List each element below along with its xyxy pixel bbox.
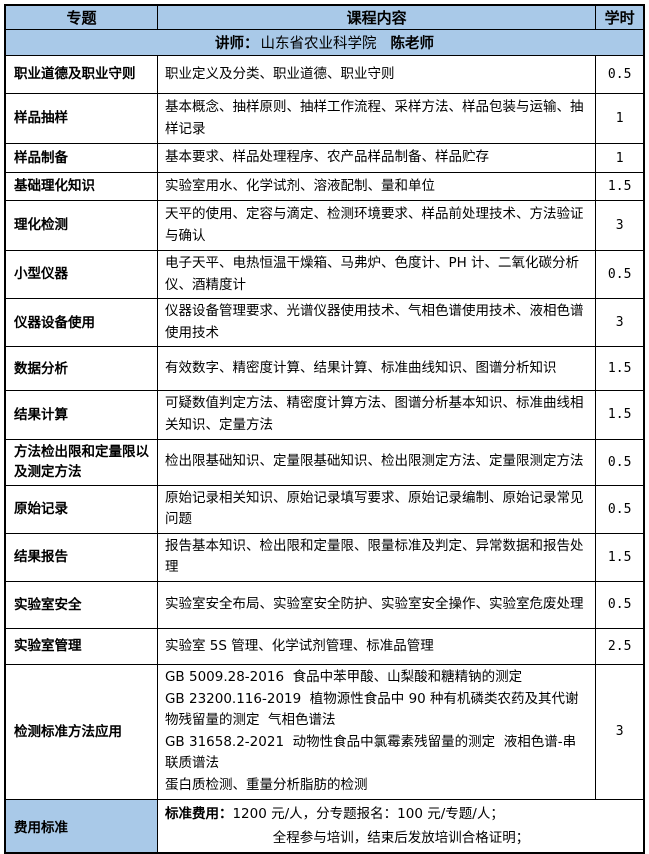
topic-cell: 小型仪器	[4, 249, 158, 300]
hours-cell: 1	[595, 93, 645, 144]
content-cell: 基本要求、样品处理程序、农产品样品制备、样品贮存	[156, 143, 597, 173]
table-header-row: 专题 课程内容 学时	[4, 4, 645, 30]
content-cell: 实验室安全布局、实验室安全防护、实验室安全操作、实验室危废处理	[156, 580, 597, 629]
content-cell: 实验室用水、化学试剂、溶液配制、量和单位	[156, 172, 597, 201]
table-row: 职业道德及职业守则 职业定义及分类、职业道德、职业守则 0.5	[4, 55, 645, 94]
table-row: 仪器设备使用 仪器设备管理要求、光谱仪器使用技术、气相色谱使用技术、液相色谱使用…	[4, 298, 645, 348]
topic-cell: 方法检出限和定量限以及测定方法	[4, 438, 158, 486]
topic-cell: 仪器设备使用	[4, 298, 158, 348]
topic-cell: 样品制备	[4, 143, 158, 173]
hours-cell: 0.5	[595, 438, 645, 486]
fee-line-1: 标准费用：1200 元/人，分专题报名：100 元/专题/人；	[165, 802, 637, 826]
lecturer-label: 讲师：	[215, 36, 259, 52]
hours-cell: 0.5	[595, 580, 645, 629]
fee-label: 标准费用：	[164, 805, 233, 822]
fee-row: 费用标准 标准费用：1200 元/人，分专题报名：100 元/专题/人； 全程参…	[4, 798, 645, 854]
hours-cell: 2.5	[595, 627, 645, 665]
topic-cell: 职业道德及职业守则	[4, 55, 158, 94]
fee-topic-cell: 费用标准	[4, 798, 158, 854]
hours-cell: 1.5	[595, 172, 645, 201]
topic-cell: 实验室管理	[4, 627, 158, 665]
table-row: 原始记录 原始记录相关知识、原始记录填写要求、原始记录编制、原始记录常见问题 0…	[4, 484, 645, 534]
table-row: 结果报告 报告基本知识、检出限和定量限、限量标准及判定、异常数据和报告处理 1.…	[4, 532, 645, 582]
table-row: 样品制备 基本要求、样品处理程序、农产品样品制备、样品贮存 1	[4, 143, 645, 173]
table-row: 理化检测 天平的使用、定容与滴定、检测环境要求、样品前处理技术、方法验证与确认 …	[4, 200, 645, 251]
topic-cell: 原始记录	[4, 484, 158, 534]
table-row: 结果计算 可疑数值判定方法、精密度计算方法、图谱分析基本知识、标准曲线相关知识、…	[4, 390, 645, 440]
hours-cell: 0.5	[595, 484, 645, 534]
standard-method-line: GB 5009.28-2016 食品中苯甲酸、山梨酸和糖精钠的测定	[164, 668, 523, 685]
topic-cell: 样品抽样	[4, 93, 158, 144]
standard-method-line: 蛋白质检测、重量分析脂肪的检测	[164, 776, 368, 793]
topic-cell: 结果报告	[4, 532, 158, 582]
table-row: 样品抽样 基本概念、抽样原则、抽样工作流程、采样方法、样品包装与运输、抽样记录 …	[4, 93, 645, 144]
topic-cell: 理化检测	[4, 200, 158, 251]
hours-cell: 1.5	[595, 390, 645, 440]
fee-line-2: 全程参与培训，结束后发放培训合格证明；	[272, 829, 530, 846]
fee-content-cell: 标准费用：1200 元/人，分专题报名：100 元/专题/人； 全程参与培训，结…	[156, 798, 645, 854]
hours-cell: 3	[595, 663, 645, 800]
hours-cell: 1.5	[595, 532, 645, 582]
content-cell: 实验室 5S 管理、化学试剂管理、标准品管理	[156, 627, 597, 665]
lecturer-name: 陈老师	[390, 36, 435, 52]
table-row: 检测标准方法应用 GB 5009.28-2016 食品中苯甲酸、山梨酸和糖精钠的…	[4, 663, 645, 800]
content-cell: 报告基本知识、检出限和定量限、限量标准及判定、异常数据和报告处理	[156, 532, 597, 582]
content-cell: 仪器设备管理要求、光谱仪器使用技术、气相色谱使用技术、液相色谱使用技术	[156, 298, 597, 348]
content-cell: 基本概念、抽样原则、抽样工作流程、采样方法、样品包装与运输、抽样记录	[156, 93, 597, 144]
content-cell: 职业定义及分类、职业道德、职业守则	[156, 55, 597, 94]
hours-cell: 1	[595, 143, 645, 173]
lecturer-row: 讲师： 山东省农业科学院 陈老师	[4, 29, 645, 56]
lecturer-cell: 讲师： 山东省农业科学院 陈老师	[4, 29, 645, 56]
hours-cell: 3	[595, 200, 645, 251]
topic-cell: 数据分析	[4, 346, 158, 392]
content-cell: 有效数字、精密度计算、结果计算、标准曲线知识、图谱分析知识	[156, 346, 597, 392]
hours-cell: 0.5	[595, 249, 645, 300]
content-cell: GB 5009.28-2016 食品中苯甲酸、山梨酸和糖精钠的测定 GB 232…	[156, 663, 597, 800]
content-cell: 可疑数值判定方法、精密度计算方法、图谱分析基本知识、标准曲线相关知识、定量方法	[156, 390, 597, 440]
page: 专题 课程内容 学时 讲师： 山东省农业科学院 陈老师 职业道德及职业守则 职业定义…	[4, 4, 645, 854]
content-cell: 电子天平、电热恒温干燥箱、马弗炉、色度计、PH 计、二氧化碳分析仪、酒精度计	[156, 249, 597, 300]
content-cell: 检出限基础知识、定量限基础知识、检出限测定方法、定量限测定方法	[156, 438, 597, 486]
content-cell: 天平的使用、定容与滴定、检测环境要求、样品前处理技术、方法验证与确认	[156, 200, 597, 251]
header-content: 课程内容	[156, 4, 597, 30]
table-row: 基础理化知识 实验室用水、化学试剂、溶液配制、量和单位 1.5	[4, 172, 645, 201]
hours-cell: 3	[595, 298, 645, 348]
topic-cell: 结果计算	[4, 390, 158, 440]
table-row: 数据分析 有效数字、精密度计算、结果计算、标准曲线知识、图谱分析知识 1.5	[4, 346, 645, 392]
course-schedule-table: 专题 课程内容 学时 讲师： 山东省农业科学院 陈老师 职业道德及职业守则 职业定义…	[4, 4, 645, 854]
hours-cell: 1.5	[595, 346, 645, 392]
header-topic: 专题	[4, 4, 158, 30]
lecturer-org: 山东省农业科学院	[260, 36, 377, 52]
hours-cell: 0.5	[595, 55, 645, 94]
topic-cell: 基础理化知识	[4, 172, 158, 201]
content-cell: 原始记录相关知识、原始记录填写要求、原始记录编制、原始记录常见问题	[156, 484, 597, 534]
topic-cell: 检测标准方法应用	[4, 663, 158, 800]
standard-method-line: GB 23200.116-2019 植物源性食品中 90 种有机磷类农药及其代谢…	[164, 690, 579, 729]
table-row: 方法检出限和定量限以及测定方法 检出限基础知识、定量限基础知识、检出限测定方法、…	[4, 438, 645, 486]
table-row: 小型仪器 电子天平、电热恒温干燥箱、马弗炉、色度计、PH 计、二氧化碳分析仪、酒…	[4, 249, 645, 300]
fee-line-1-text: 1200 元/人，分专题报名：100 元/专题/人；	[232, 805, 504, 822]
header-hours: 学时	[595, 4, 645, 30]
topic-cell: 实验室安全	[4, 580, 158, 629]
table-row: 实验室安全 实验室安全布局、实验室安全防护、实验室安全操作、实验室危废处理 0.…	[4, 580, 645, 629]
standard-method-line: GB 31658.2-2021 动物性食品中氯霉素残留量的测定 液相色谱-串联质…	[164, 733, 577, 772]
table-row: 实验室管理 实验室 5S 管理、化学试剂管理、标准品管理 2.5	[4, 627, 645, 665]
